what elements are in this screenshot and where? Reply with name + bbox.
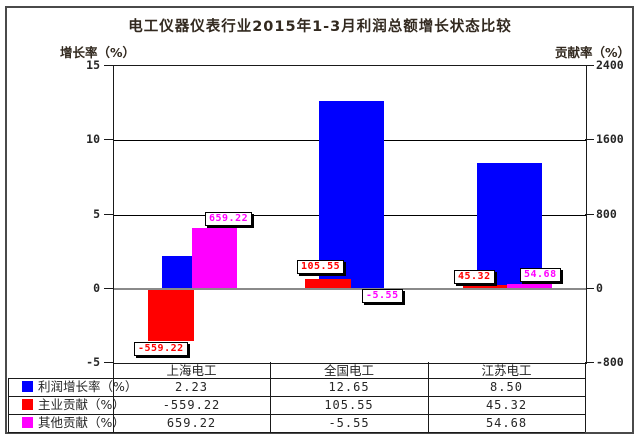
- table-hline: [8, 396, 585, 397]
- table-cell: 105.55: [324, 398, 374, 412]
- chart-title: 电工仪器仪表行业2015年1-3月利润总额增长状态比较: [128, 19, 512, 35]
- table-vline: [270, 362, 271, 432]
- table-hline: [8, 414, 585, 415]
- bar-value-label: 105.55: [297, 260, 345, 274]
- right-tick-mark: [585, 287, 594, 289]
- bar-main-contrib-1: [305, 278, 351, 289]
- bar-value-label: -559.22: [134, 342, 188, 356]
- right-tick-label: 2400: [596, 58, 624, 72]
- right-tick-label: 800: [596, 206, 617, 221]
- right-tick-mark: [585, 139, 594, 141]
- table-cell: 2.23: [175, 380, 208, 394]
- right-tick-label: -800: [596, 355, 624, 369]
- table-cell: 12.65: [328, 380, 370, 394]
- left-tick-mark: [104, 65, 113, 66]
- table-cell: 659.22: [166, 416, 217, 430]
- left-tick-mark: [104, 139, 113, 141]
- table-cell: -559.22: [162, 398, 221, 412]
- table-vline: [8, 378, 9, 432]
- category-header: 上海电工: [166, 363, 217, 378]
- right-tick-mark: [585, 213, 594, 215]
- bar-value-label: 54.68: [520, 268, 561, 282]
- right-tick-mark: [585, 65, 594, 66]
- bar-other-contrib-0: [192, 227, 237, 289]
- outer-frame: [5, 6, 634, 434]
- legend-swatch: [22, 399, 33, 410]
- left-tick-label: 0: [93, 280, 100, 295]
- left-tick-label: -5: [86, 355, 100, 369]
- right-tick-label: 1600: [596, 132, 624, 147]
- bar-profit-growth-1: [319, 100, 384, 289]
- zero-gridline: [114, 287, 586, 290]
- table-hline: [8, 432, 585, 433]
- category-header: 江苏电工: [481, 363, 532, 378]
- table-cell: 8.50: [490, 380, 523, 394]
- left-tick-label: 15: [86, 58, 100, 72]
- bar-main-contrib-0: [147, 288, 194, 341]
- bar-value-label: 659.22: [205, 212, 253, 226]
- table-vline: [428, 362, 429, 432]
- left-axis-title: 增长率（%）: [60, 45, 136, 60]
- table-cell: 54.68: [485, 416, 528, 430]
- table-vline: [585, 362, 586, 432]
- left-tick-mark: [104, 213, 113, 215]
- right-axis-title: 贡献率（%）: [554, 45, 630, 60]
- bar-profit-growth-2: [476, 162, 542, 289]
- table-vline: [113, 362, 114, 432]
- left-tick-mark: [104, 362, 113, 363]
- legend-label: 主业贡献（%）: [38, 397, 125, 412]
- left-tick-mark: [104, 287, 113, 289]
- left-tick-label: 5: [93, 206, 100, 221]
- legend-swatch: [22, 381, 33, 392]
- bar-other-contrib-2: [507, 283, 552, 289]
- bar-value-label: -5.55: [362, 289, 403, 303]
- category-header: 全国电工: [323, 363, 374, 378]
- bar-main-contrib-2: [462, 284, 509, 289]
- right-tick-label: 0: [596, 280, 603, 295]
- legend-swatch: [22, 417, 33, 428]
- table-cell: -5.55: [328, 416, 370, 430]
- plot-area: [113, 65, 587, 364]
- table-cell: 45.32: [485, 398, 528, 412]
- legend-label: 利润增长率（%）: [38, 379, 138, 394]
- table-hline: [8, 378, 585, 379]
- left-tick-label: 10: [86, 132, 100, 147]
- bar-value-label: 45.32: [454, 270, 495, 284]
- legend-label: 其他贡献（%）: [38, 415, 125, 430]
- right-tick-mark: [585, 362, 594, 363]
